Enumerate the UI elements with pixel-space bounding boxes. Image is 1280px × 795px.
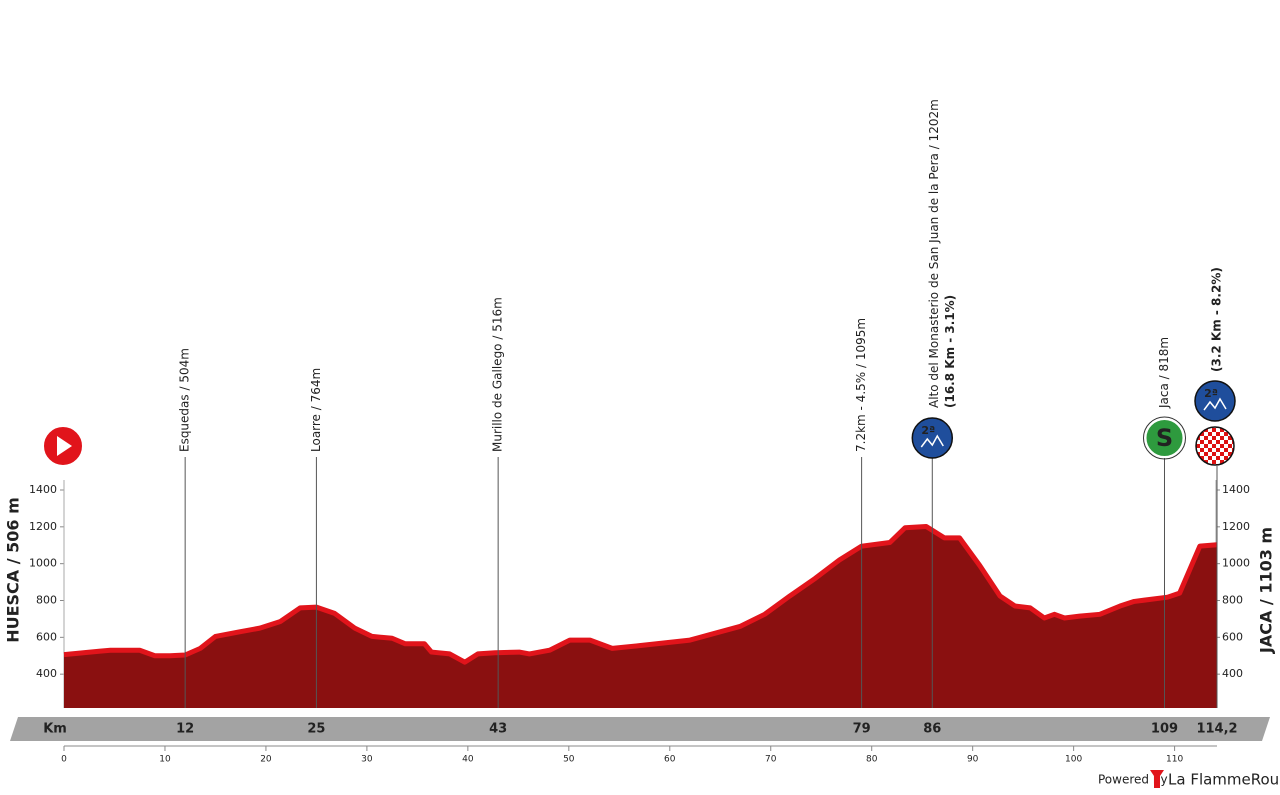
badge-label: 2ª bbox=[1204, 387, 1218, 400]
marker-label: Esquedas / 504m bbox=[178, 348, 192, 452]
km-bar-label: 109 bbox=[1151, 722, 1178, 737]
x-tick-label: 100 bbox=[1065, 755, 1082, 765]
x-tick-label: 90 bbox=[967, 755, 979, 765]
y-tick-label: 600 bbox=[36, 630, 57, 643]
profile-edge bbox=[63, 523, 1218, 665]
marker-label: Alto del Monasterio de San Juan de la Pe… bbox=[927, 99, 941, 408]
x-tick-label: 30 bbox=[361, 755, 373, 765]
marker-label: 7.2km - 4.5% / 1095m bbox=[854, 318, 868, 452]
x-tick-label: 40 bbox=[462, 755, 474, 765]
badge-label: 2ª bbox=[921, 424, 935, 437]
marker-label: Jaca / 818m bbox=[1157, 337, 1171, 409]
badge-label: S bbox=[1156, 424, 1173, 452]
sprint-ring bbox=[1142, 416, 1186, 460]
start-label: HUESCA / 506 m bbox=[4, 497, 23, 643]
x-tick-label: 10 bbox=[159, 755, 171, 765]
km-bar-label: 12 bbox=[176, 722, 194, 737]
x-tick-label: 0 bbox=[61, 755, 67, 765]
marker-note: (16.8 Km - 3.1%) bbox=[943, 295, 957, 408]
y-tick-label: 800 bbox=[36, 594, 57, 607]
climb-badge bbox=[1194, 380, 1236, 422]
start-arrow bbox=[57, 436, 72, 456]
footer-powered: Powered by bbox=[1098, 773, 1168, 787]
brand-icon bbox=[1150, 770, 1164, 788]
km-bar-label: 86 bbox=[923, 722, 941, 737]
y-tick-label: 400 bbox=[36, 667, 57, 680]
profile-area bbox=[64, 526, 1217, 708]
x-tick-label: 20 bbox=[260, 755, 272, 765]
km-label: Km bbox=[43, 722, 67, 737]
km-bar-label: 114,2 bbox=[1196, 722, 1237, 737]
y-tick-label: 1200 bbox=[29, 520, 57, 533]
y-tick-label: 1000 bbox=[29, 557, 57, 570]
km-bar-label: 79 bbox=[853, 722, 871, 737]
badge-mountain bbox=[1203, 397, 1227, 411]
marker-label: Loarre / 764m bbox=[309, 368, 323, 452]
x-tick-label: 60 bbox=[664, 755, 676, 765]
x-tick-label: 110 bbox=[1166, 755, 1183, 765]
y2-tick-label: 1200 bbox=[1222, 520, 1250, 533]
km-bar bbox=[10, 717, 1270, 741]
sprint-badge bbox=[1144, 418, 1185, 458]
footer-brand: La FlammeRouge bbox=[1168, 771, 1280, 789]
y2-tick-label: 1000 bbox=[1222, 557, 1250, 570]
y-tick-label: 1400 bbox=[29, 483, 57, 496]
y2-tick-label: 400 bbox=[1222, 667, 1243, 680]
km-bar-label: 25 bbox=[307, 722, 325, 737]
y2-tick-label: 1400 bbox=[1222, 483, 1250, 496]
y2-tick-label: 600 bbox=[1222, 630, 1243, 643]
finish-label: JACA / 1103 m bbox=[1257, 527, 1276, 654]
marker-label: Murillo de Gallego / 516m bbox=[491, 297, 505, 452]
finish-badge bbox=[1195, 426, 1235, 466]
marker-note: (3.2 Km - 8.2%) bbox=[1210, 267, 1224, 372]
x-tick-label: 80 bbox=[866, 755, 878, 765]
badge-mountain bbox=[920, 434, 944, 448]
km-bar-label: 43 bbox=[489, 722, 507, 737]
climb-badge bbox=[911, 417, 954, 459]
y2-tick-label: 800 bbox=[1222, 594, 1243, 607]
x-tick-label: 70 bbox=[765, 755, 777, 765]
x-tick-label: 50 bbox=[563, 755, 575, 765]
